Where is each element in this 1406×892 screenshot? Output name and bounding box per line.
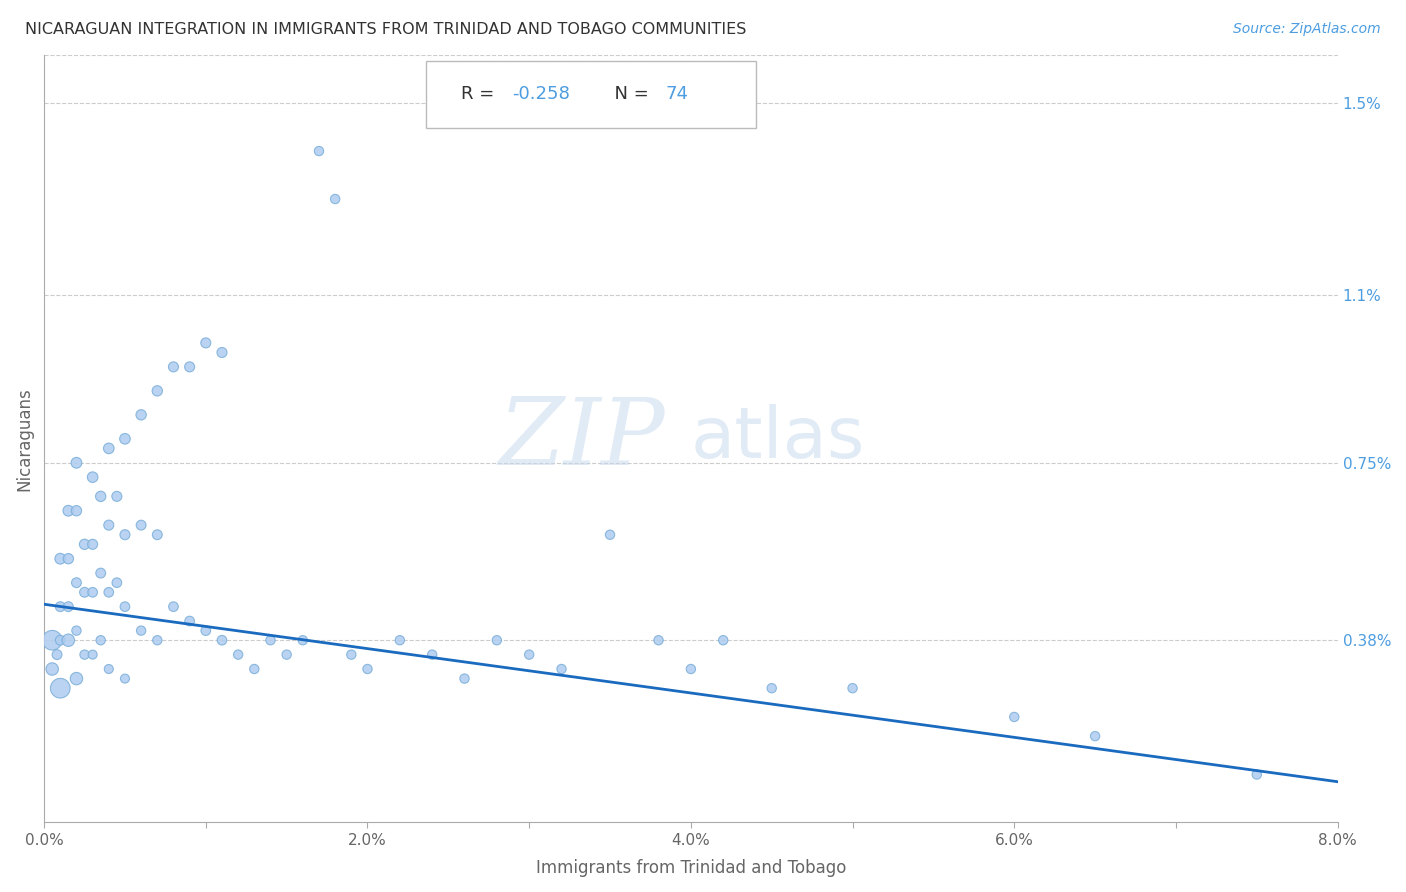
Point: [711, 633, 734, 648]
Point: [97, 518, 120, 533]
Point: [41, 633, 63, 648]
Text: 74: 74: [665, 85, 688, 103]
Point: [82, 648, 104, 662]
Point: [517, 648, 540, 662]
Point: [259, 633, 281, 648]
Point: [485, 633, 508, 648]
Point: [226, 648, 249, 662]
Point: [73, 537, 96, 551]
Point: [129, 408, 152, 422]
Point: [49, 681, 72, 696]
Point: [211, 633, 233, 648]
Point: [146, 527, 169, 541]
FancyBboxPatch shape: [426, 61, 755, 128]
Point: [82, 537, 104, 551]
Point: [58, 633, 80, 648]
Point: [162, 359, 184, 374]
Point: [162, 599, 184, 614]
Point: [841, 681, 863, 696]
Point: [65, 504, 87, 518]
Point: [114, 527, 136, 541]
Point: [194, 335, 217, 350]
Point: [179, 359, 201, 374]
Point: [97, 662, 120, 676]
Point: [65, 672, 87, 686]
Point: [49, 633, 72, 648]
Point: [82, 585, 104, 599]
Point: [41, 662, 63, 676]
Text: -0.258: -0.258: [512, 85, 571, 103]
Point: [679, 662, 702, 676]
Point: [65, 624, 87, 638]
Point: [114, 432, 136, 446]
Point: [1084, 729, 1107, 743]
Point: [65, 456, 87, 470]
Point: [146, 633, 169, 648]
Point: [90, 633, 112, 648]
Point: [58, 599, 80, 614]
Point: [97, 442, 120, 456]
Point: [82, 470, 104, 484]
Text: atlas: atlas: [690, 404, 865, 474]
Point: [323, 192, 346, 206]
Point: [179, 614, 201, 628]
Point: [647, 633, 669, 648]
Text: R =: R =: [461, 85, 499, 103]
Point: [340, 648, 363, 662]
Point: [49, 551, 72, 566]
Point: [58, 551, 80, 566]
Point: [105, 575, 128, 590]
Point: [73, 648, 96, 662]
Point: [1002, 710, 1025, 724]
Text: N =: N =: [603, 85, 654, 103]
Point: [356, 662, 378, 676]
Point: [388, 633, 411, 648]
Point: [97, 585, 120, 599]
Point: [129, 518, 152, 533]
Point: [599, 527, 621, 541]
Point: [90, 489, 112, 503]
X-axis label: Immigrants from Trinidad and Tobago: Immigrants from Trinidad and Tobago: [536, 859, 846, 877]
Point: [276, 648, 298, 662]
Point: [46, 648, 69, 662]
Point: [65, 575, 87, 590]
Point: [761, 681, 783, 696]
Point: [90, 566, 112, 580]
Point: [105, 489, 128, 503]
Point: [453, 672, 475, 686]
Point: [308, 144, 330, 158]
Text: Source: ZipAtlas.com: Source: ZipAtlas.com: [1233, 22, 1381, 37]
Text: NICARAGUAN INTEGRATION IN IMMIGRANTS FROM TRINIDAD AND TOBAGO COMMUNITIES: NICARAGUAN INTEGRATION IN IMMIGRANTS FRO…: [25, 22, 747, 37]
Point: [114, 672, 136, 686]
Y-axis label: Nicaraguans: Nicaraguans: [15, 387, 32, 491]
Point: [1246, 767, 1268, 781]
Point: [114, 599, 136, 614]
Point: [129, 624, 152, 638]
Point: [550, 662, 572, 676]
Point: [146, 384, 169, 398]
Point: [243, 662, 266, 676]
Point: [194, 624, 217, 638]
Point: [58, 504, 80, 518]
Point: [211, 345, 233, 359]
Point: [291, 633, 314, 648]
Text: ZIP: ZIP: [498, 393, 665, 483]
Point: [73, 585, 96, 599]
Point: [49, 599, 72, 614]
Point: [420, 648, 443, 662]
